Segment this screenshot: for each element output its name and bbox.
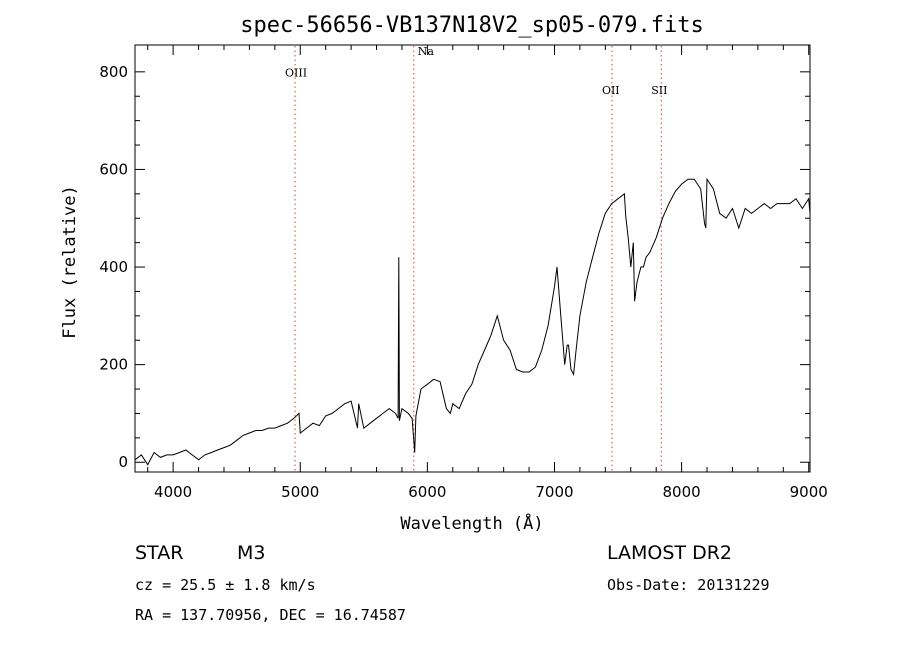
x-tick-label: 6000 xyxy=(408,483,446,501)
chart-title: spec-56656-VB137N18V2_sp05-079.fits xyxy=(240,13,704,38)
x-tick-label: 7000 xyxy=(535,483,573,501)
y-tick-label: 400 xyxy=(99,258,128,276)
spectrum-line xyxy=(134,177,811,466)
x-axis-ticks: 4000 5000 6000 7000 8000 9000 xyxy=(147,45,828,501)
survey-name: LAMOST DR2 xyxy=(607,542,732,564)
coordinates: RA = 137.70956, DEC = 16.74587 xyxy=(135,606,406,624)
y-tick-label: 600 xyxy=(99,160,128,178)
redshift-velocity: cz = 25.5 ± 1.8 km/s xyxy=(135,576,316,594)
info-panel: STAR M3 LAMOST DR2 cz = 25.5 ± 1.8 km/s … xyxy=(135,542,770,624)
y-tick-label: 200 xyxy=(99,356,128,374)
y-tick-label: 0 xyxy=(118,453,128,471)
plot-frame xyxy=(134,44,811,473)
object-class: STAR xyxy=(135,542,183,564)
emission-line-label: SII xyxy=(651,84,667,97)
x-tick-label: 8000 xyxy=(663,483,701,501)
object-subclass: M3 xyxy=(237,542,265,564)
y-tick-label: 800 xyxy=(99,63,128,81)
observation-date: Obs-Date: 20131229 xyxy=(607,576,770,594)
x-tick-label: 9000 xyxy=(790,483,828,501)
plot-area: OIII Na OII SII 4000 5000 6000 7000 8000 9000 0 2… xyxy=(99,44,828,501)
emission-line-label: OII xyxy=(602,84,620,97)
y-axis-ticks: 0 200 400 600 800 xyxy=(99,63,810,471)
x-axis-label: Wavelength (Å) xyxy=(400,512,543,534)
x-tick-label: 4000 xyxy=(154,483,192,501)
emission-line-label: OIII xyxy=(285,67,307,80)
y-axis-label: Flux (relative) xyxy=(60,185,80,339)
emission-line-markers: OIII Na OII SII xyxy=(285,45,668,471)
emission-line-label: Na xyxy=(418,45,435,58)
x-tick-label: 5000 xyxy=(281,483,319,501)
